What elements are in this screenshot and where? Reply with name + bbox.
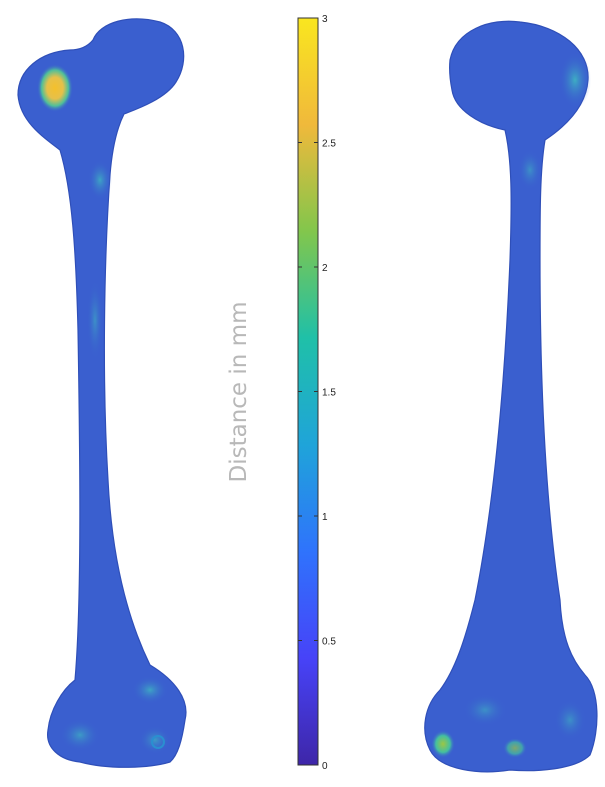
left-femur-hotspot [37, 64, 73, 112]
left-femur-cyan-area [132, 676, 168, 704]
colorbar-tick-label: 3 [322, 14, 328, 25]
right-femur-cyan-area [559, 52, 591, 108]
right-femur-hotspot [431, 730, 455, 758]
colorbar-ticks: 0 0.5 1 1.5 2 2.5 3 [298, 14, 336, 772]
left-femur-cyan-area [60, 719, 100, 751]
left-femur-cyan-area [88, 160, 112, 200]
right-femur-shape [424, 20, 598, 773]
left-femur-shape [17, 18, 187, 768]
colorbar-tick-label: 2.5 [322, 139, 336, 150]
colorbar-label: Distance in mm [226, 302, 252, 483]
colorbar-tick-label: 2 [322, 263, 328, 274]
right-femur [424, 20, 598, 773]
right-femur-cyan-area [503, 738, 527, 758]
left-femur [17, 18, 187, 768]
colorbar: 0 0.5 1 1.5 2 2.5 3 Distance in mm [226, 14, 336, 772]
colorbar-tick-label: 1.5 [322, 388, 336, 399]
right-femur-cyan-area [463, 694, 507, 726]
right-femur-cyan-area [554, 700, 586, 740]
colorbar-tick-label: 1 [322, 512, 328, 523]
right-femur-cyan-area [518, 150, 542, 190]
left-femur-condyle [151, 735, 165, 749]
colorbar-tick-label: 0.5 [322, 637, 336, 648]
left-femur-cyan-area [139, 726, 171, 754]
left-femur-cyan-area [87, 280, 103, 360]
colorbar-tick-label: 0 [322, 761, 328, 772]
